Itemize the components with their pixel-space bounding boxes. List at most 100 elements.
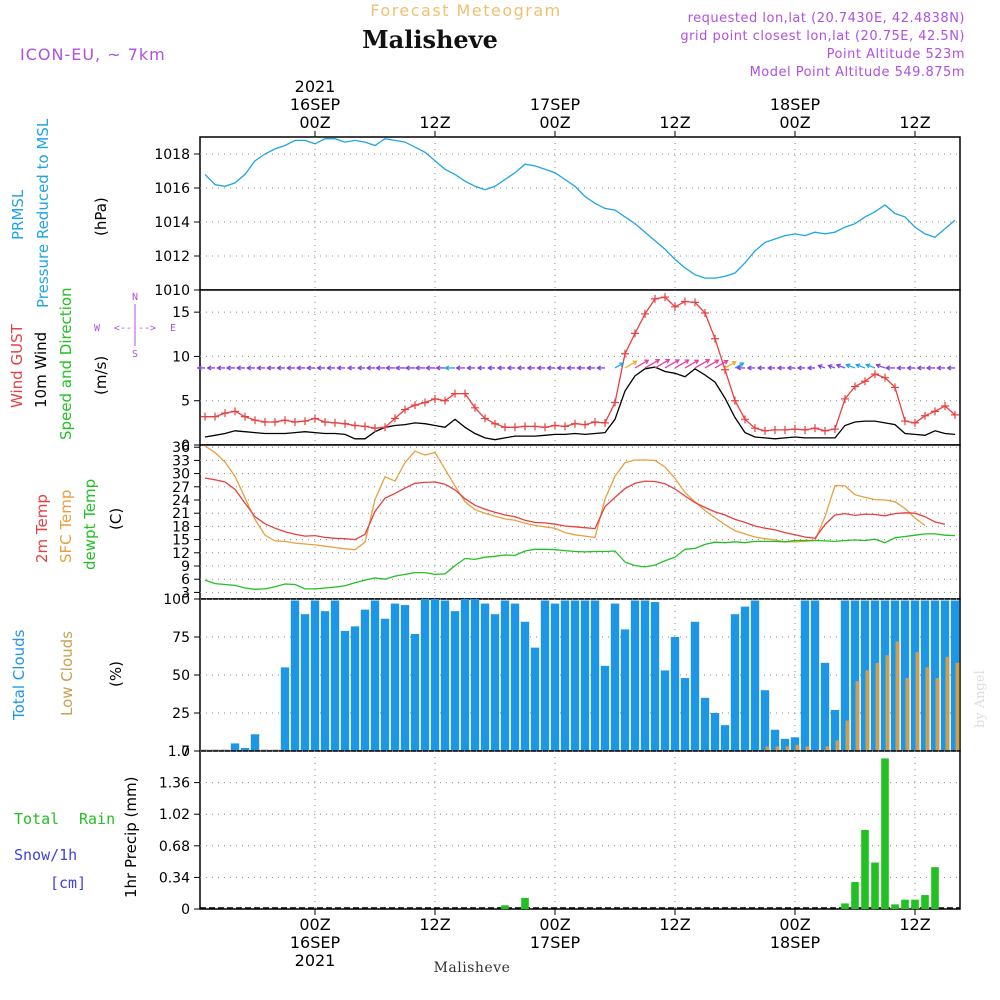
wind-arrow-head <box>796 365 802 371</box>
wind-arrow-head <box>756 365 762 371</box>
total-cloud-bar <box>800 600 810 751</box>
bottom-year: 2021 <box>295 951 336 970</box>
low-cloud-bar <box>875 662 880 751</box>
total-cloud-bar <box>450 611 460 751</box>
wind-arrow-head <box>746 365 752 371</box>
gust-point <box>621 349 629 358</box>
low-cloud-bar <box>945 656 950 751</box>
gust-point <box>851 382 859 391</box>
low-cloud-bar <box>865 670 870 751</box>
top-title: Forecast Meteogram <box>370 1 561 20</box>
compass-w: W <box>94 323 101 334</box>
top-hour: 12Z <box>659 113 690 132</box>
location-title: Malisheve <box>362 25 498 54</box>
gust-point <box>411 401 419 410</box>
low-cloud-bar <box>925 667 930 751</box>
total-cloud-bar <box>490 614 500 751</box>
bottom-hour: 12Z <box>659 915 690 934</box>
top-date: 17SEP <box>530 95 581 114</box>
rain-bar <box>851 882 859 909</box>
wind-arrow-head <box>655 359 661 364</box>
wind-arrow-head <box>884 365 891 371</box>
gust-point <box>261 417 269 426</box>
gust-point <box>691 298 699 307</box>
rain-bar <box>521 897 529 909</box>
wind-arrow-head <box>674 359 680 364</box>
pressure-unit: (hPa) <box>92 197 110 236</box>
wind-arrow-head <box>596 365 602 371</box>
top-hour: 00Z <box>539 113 570 132</box>
ytick-label: 12 <box>172 546 190 562</box>
gust-point <box>941 402 949 411</box>
wind-arrow <box>846 364 856 369</box>
top-hour: 00Z <box>299 113 330 132</box>
wind-arrow-head <box>536 365 542 371</box>
gust-point <box>671 302 679 311</box>
rain-bar <box>861 830 869 909</box>
total-cloud-bar <box>330 600 340 751</box>
temp-labels: 2m Temp SFC Temp dewpt Temp (C) <box>33 479 125 570</box>
top-hour: 00Z <box>779 113 810 132</box>
wind-arrow-head <box>225 365 231 371</box>
wind-arrow-head <box>466 365 472 371</box>
total-cloud-bar <box>690 621 700 751</box>
gust-point <box>401 405 409 414</box>
wind-arrow-head <box>786 365 792 371</box>
ytick-label: 0.68 <box>159 839 190 855</box>
gust-point <box>591 417 599 426</box>
gust-point <box>431 394 439 403</box>
total-cloud-bar <box>610 603 620 751</box>
panel-1: 0 5 10 15 <box>172 289 961 454</box>
total-cloud-bar <box>770 729 780 751</box>
wind-arrow-head <box>336 365 342 371</box>
wind-arrow-head <box>946 365 952 371</box>
wind-arrow-head <box>776 365 782 371</box>
total-cloud-bar <box>640 600 650 751</box>
total-cloud-bar <box>910 600 920 751</box>
gust-point <box>311 414 319 423</box>
wind-arrow-head <box>404 365 410 371</box>
compass-e: E <box>170 323 176 334</box>
gust-point <box>561 422 569 431</box>
temp-2m-label: 2m Temp <box>33 494 51 563</box>
ytick-label: 36 <box>172 440 190 456</box>
wind-arrow-head <box>714 359 720 365</box>
cloud-low-label: Low Clouds <box>58 631 76 716</box>
gust-point <box>451 389 459 398</box>
wind-arrow-head <box>487 365 493 371</box>
total-cloud-bar <box>740 606 750 751</box>
wind-arrow <box>714 360 728 369</box>
gust-point <box>271 417 279 426</box>
gust-point <box>681 297 689 306</box>
wind-arrow-head <box>827 364 833 370</box>
low-cloud-bar <box>935 678 940 751</box>
gust-point <box>651 294 659 303</box>
total-cloud-bar <box>620 629 630 751</box>
total-cloud-bar <box>940 600 950 751</box>
total-cloud-bar <box>560 600 570 751</box>
total-cloud-bar <box>840 600 850 751</box>
gust-point <box>661 293 669 302</box>
gust-point <box>361 422 369 431</box>
point-altitude: Point Altitude 523m <box>827 47 965 62</box>
precip-total-label: Total <box>14 810 59 828</box>
gust-point <box>861 377 869 386</box>
top-hour: 12Z <box>899 113 930 132</box>
total-cloud-bar <box>650 602 660 751</box>
total-cloud-bar <box>320 611 330 751</box>
wind-arrow-head <box>731 361 737 366</box>
low-cloud-bar <box>905 678 910 751</box>
wind-arrow-head <box>817 364 823 370</box>
gust-point <box>801 425 809 434</box>
bottom-date: 16SEP <box>290 933 341 952</box>
total-cloud-bar <box>390 603 400 751</box>
total-cloud-bar <box>400 605 410 751</box>
precip-cm-label: [cm] <box>50 874 86 892</box>
ytick-label: 1014 <box>154 215 190 231</box>
total-cloud-bar <box>300 614 310 751</box>
wind-arrow-head <box>356 365 362 371</box>
total-cloud-bar <box>930 600 940 751</box>
wind-arrow-head <box>414 365 420 371</box>
gust-point <box>521 422 529 431</box>
